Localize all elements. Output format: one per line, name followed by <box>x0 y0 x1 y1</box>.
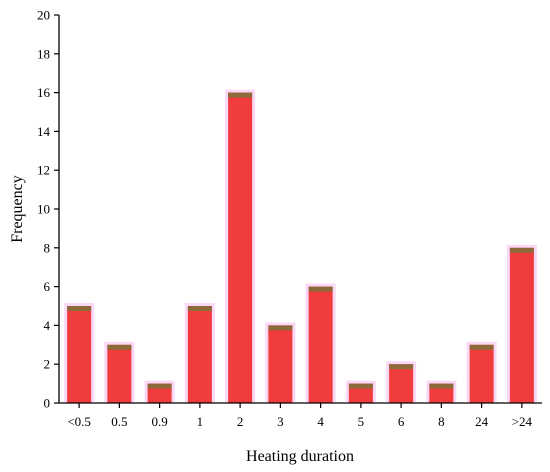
x-tick-label: 1 <box>197 414 204 429</box>
x-tick-label: >24 <box>512 414 533 429</box>
x-ticks: <0.5 0.5 0.9 1 2 3 4 5 6 8 24 >24 <box>67 403 533 429</box>
y-axis-title: Frequency <box>9 175 26 243</box>
x-tick-label: 0.5 <box>111 414 127 429</box>
bar-cap <box>429 383 454 389</box>
bars-layer <box>64 89 537 403</box>
bar-cap <box>107 344 132 350</box>
y-tick-label: 10 <box>37 202 50 217</box>
y-tick-label: 2 <box>44 357 51 372</box>
bar-cap <box>308 286 333 292</box>
x-tick-label: 6 <box>398 414 405 429</box>
x-axis-title: Heating duration <box>246 448 354 465</box>
x-tick-label: 3 <box>277 414 284 429</box>
y-tick-label: 4 <box>44 318 51 333</box>
x-tick-label: <0.5 <box>67 414 91 429</box>
y-tick-label: 0 <box>44 396 51 411</box>
bar <box>389 364 414 403</box>
x-tick-label: 8 <box>438 414 445 429</box>
bar-cap <box>268 325 293 331</box>
x-tick-label: 0.9 <box>152 414 168 429</box>
bar <box>107 344 132 403</box>
bar-cap <box>187 306 212 311</box>
y-tick-label: 14 <box>37 124 51 139</box>
x-tick-label: 4 <box>317 414 324 429</box>
bar-cap <box>389 364 414 370</box>
bar <box>67 306 92 403</box>
bar <box>308 286 333 403</box>
y-tick-label: 16 <box>37 85 51 100</box>
x-tick-label: 2 <box>237 414 244 429</box>
bar <box>268 325 293 403</box>
bar <box>228 92 253 403</box>
bar-cap <box>509 247 534 253</box>
y-tick-label: 6 <box>44 279 51 294</box>
bar <box>509 247 534 403</box>
bar <box>187 306 212 403</box>
bar-cap <box>348 383 373 389</box>
y-tick-label: 8 <box>44 240 51 255</box>
bar-cap <box>67 306 92 311</box>
x-tick-label: 24 <box>475 414 489 429</box>
y-ticks: 0 2 4 6 8 10 12 14 16 18 20 <box>37 8 59 411</box>
bar-cap <box>147 383 172 389</box>
bar <box>469 344 494 403</box>
bar-cap <box>469 344 494 350</box>
y-tick-label: 20 <box>37 8 50 23</box>
y-tick-label: 18 <box>37 46 50 61</box>
bar-cap <box>228 92 253 98</box>
x-tick-label: 5 <box>358 414 365 429</box>
y-tick-label: 12 <box>37 163 50 178</box>
